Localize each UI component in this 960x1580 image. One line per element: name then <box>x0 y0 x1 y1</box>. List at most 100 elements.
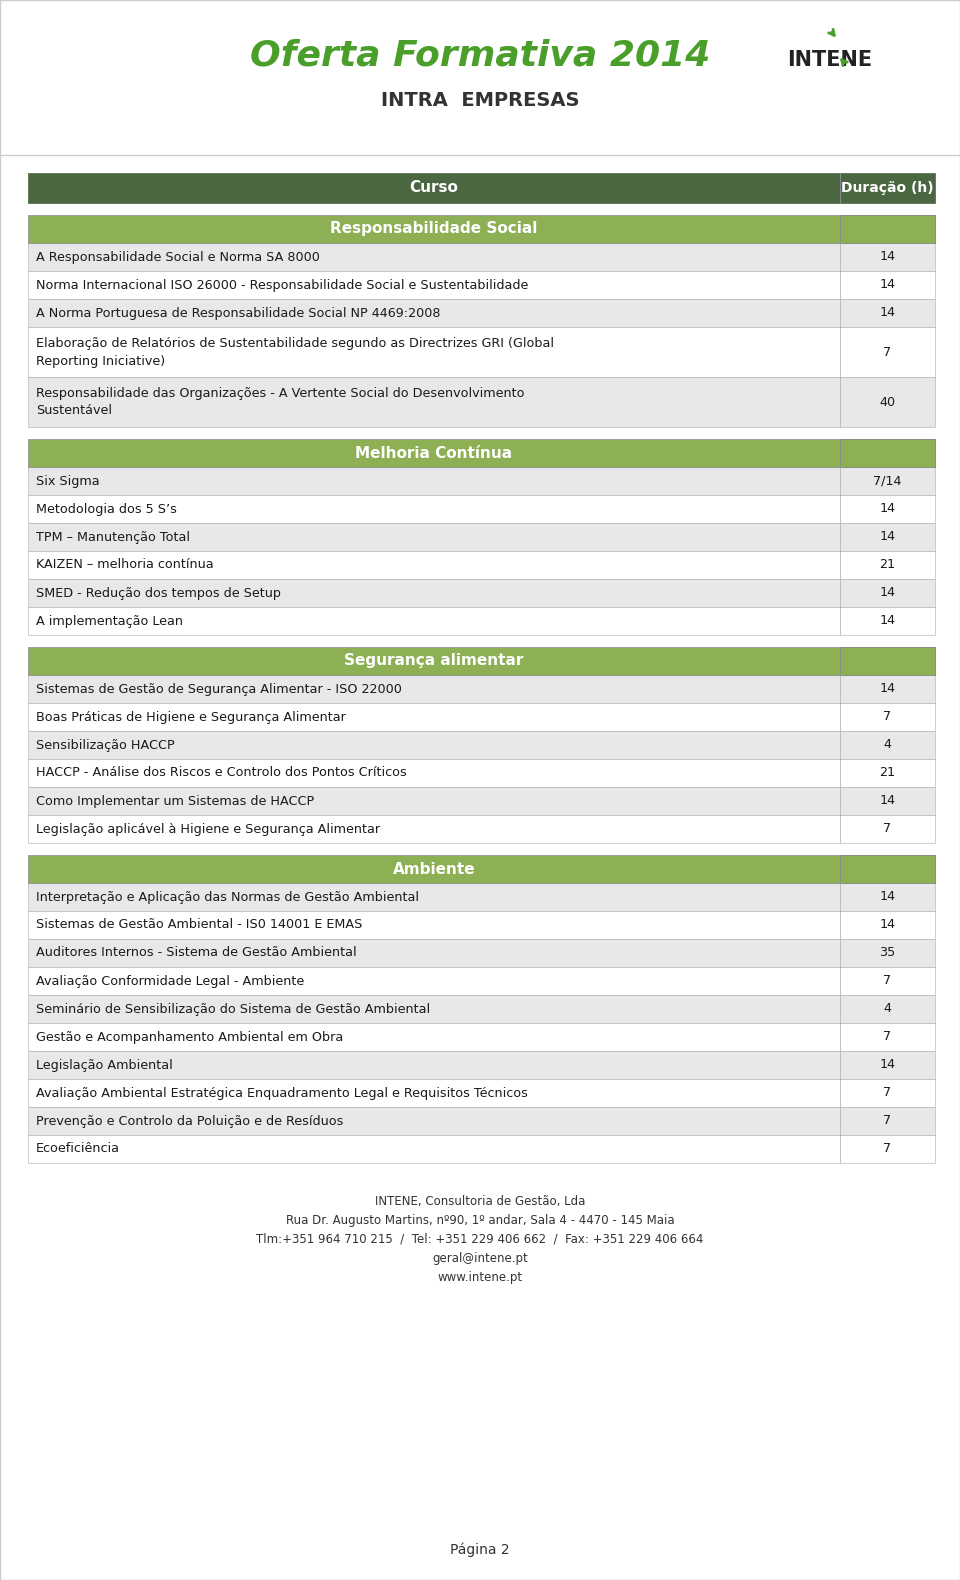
Text: 7: 7 <box>883 1087 892 1100</box>
Text: A Responsabilidade Social e Norma SA 8000: A Responsabilidade Social e Norma SA 800… <box>36 251 320 264</box>
Text: Reporting Iniciative): Reporting Iniciative) <box>36 354 165 368</box>
Bar <box>28 327 935 378</box>
Bar <box>28 378 935 427</box>
Text: Página 2: Página 2 <box>450 1542 510 1558</box>
Text: Avaliação Conformidade Legal - Ambiente: Avaliação Conformidade Legal - Ambiente <box>36 975 304 988</box>
Bar <box>28 551 935 578</box>
Text: 14: 14 <box>879 683 896 695</box>
Text: Prevenção e Controlo da Poluição e de Resíduos: Prevenção e Controlo da Poluição e de Re… <box>36 1114 344 1128</box>
Bar <box>840 439 935 468</box>
Bar <box>28 883 935 912</box>
Text: 14: 14 <box>879 278 896 291</box>
Text: 14: 14 <box>879 795 896 807</box>
Text: TPM – Manutenção Total: TPM – Manutenção Total <box>36 531 190 544</box>
Text: Sensibilização HACCP: Sensibilização HACCP <box>36 738 175 752</box>
Text: Avaliação Ambiental Estratégica Enquadramento Legal e Requisitos Técnicos: Avaliação Ambiental Estratégica Enquadra… <box>36 1087 528 1100</box>
Bar <box>28 468 935 495</box>
Bar <box>28 703 935 732</box>
Text: Tlm:+351 964 710 215  /  Tel: +351 229 406 662  /  Fax: +351 229 406 664: Tlm:+351 964 710 215 / Tel: +351 229 406… <box>256 1232 704 1247</box>
Bar <box>28 967 935 995</box>
Text: 40: 40 <box>879 395 896 409</box>
Bar <box>28 939 935 967</box>
Text: Elaboração de Relatórios de Sustentabilidade segundo as Directrizes GRI (Global: Elaboração de Relatórios de Sustentabili… <box>36 337 554 349</box>
Text: 14: 14 <box>879 531 896 544</box>
Text: Six Sigma: Six Sigma <box>36 474 100 488</box>
Text: 7: 7 <box>883 346 892 359</box>
Bar <box>840 215 935 243</box>
Text: A Norma Portuguesa de Responsabilidade Social NP 4469:2008: A Norma Portuguesa de Responsabilidade S… <box>36 307 441 319</box>
Text: Sistemas de Gestão de Segurança Alimentar - ISO 22000: Sistemas de Gestão de Segurança Alimenta… <box>36 683 402 695</box>
Text: www.intene.pt: www.intene.pt <box>438 1270 522 1285</box>
Text: 7: 7 <box>883 1114 892 1128</box>
Text: 14: 14 <box>879 615 896 627</box>
Text: Responsabilidade das Organizações - A Vertente Social do Desenvolvimento: Responsabilidade das Organizações - A Ve… <box>36 387 524 400</box>
Text: Ambiente: Ambiente <box>393 861 475 877</box>
Text: Legislação aplicável à Higiene e Segurança Alimentar: Legislação aplicável à Higiene e Seguran… <box>36 823 380 836</box>
Bar <box>28 1108 935 1134</box>
Bar <box>28 607 935 635</box>
Text: HACCP - Análise dos Riscos e Controlo dos Pontos Críticos: HACCP - Análise dos Riscos e Controlo do… <box>36 766 407 779</box>
Text: Seminário de Sensibilização do Sistema de Gestão Ambiental: Seminário de Sensibilização do Sistema d… <box>36 1002 430 1016</box>
Text: 14: 14 <box>879 891 896 904</box>
Text: 14: 14 <box>879 251 896 264</box>
Text: Legislação Ambiental: Legislação Ambiental <box>36 1059 173 1071</box>
Bar <box>0 0 960 155</box>
Bar <box>28 787 935 815</box>
Bar <box>28 215 935 243</box>
Text: Curso: Curso <box>410 180 459 196</box>
Bar <box>28 495 935 523</box>
Text: Ecoeficiência: Ecoeficiência <box>36 1142 120 1155</box>
Bar <box>28 523 935 551</box>
Text: Boas Práticas de Higiene e Segurança Alimentar: Boas Práticas de Higiene e Segurança Ali… <box>36 711 346 724</box>
Text: Auditores Internos - Sistema de Gestão Ambiental: Auditores Internos - Sistema de Gestão A… <box>36 946 356 959</box>
Text: Sistemas de Gestão Ambiental - IS0 14001 E EMAS: Sistemas de Gestão Ambiental - IS0 14001… <box>36 918 362 932</box>
Text: Norma Internacional ISO 26000 - Responsabilidade Social e Sustentabilidade: Norma Internacional ISO 26000 - Responsa… <box>36 278 528 291</box>
Bar <box>28 439 935 468</box>
Bar <box>28 272 935 299</box>
Bar <box>28 1022 935 1051</box>
Text: 14: 14 <box>879 307 896 319</box>
Text: INTENE, Consultoria de Gestão, Lda: INTENE, Consultoria de Gestão, Lda <box>374 1194 586 1209</box>
Text: INTENE: INTENE <box>787 51 873 70</box>
Text: 14: 14 <box>879 918 896 932</box>
Text: 14: 14 <box>879 1059 896 1071</box>
Text: 7/14: 7/14 <box>874 474 901 488</box>
Bar <box>28 912 935 939</box>
Text: Metodologia dos 5 S’s: Metodologia dos 5 S’s <box>36 502 177 515</box>
Bar <box>28 732 935 758</box>
Bar <box>28 243 935 272</box>
Bar <box>28 646 935 675</box>
Text: 35: 35 <box>879 946 896 959</box>
Text: Interpretação e Aplicação das Normas de Gestão Ambiental: Interpretação e Aplicação das Normas de … <box>36 891 419 904</box>
Bar <box>28 855 935 883</box>
Bar <box>28 1134 935 1163</box>
Text: 7: 7 <box>883 823 892 836</box>
Bar <box>28 1051 935 1079</box>
Text: geral@intene.pt: geral@intene.pt <box>432 1251 528 1266</box>
Text: Sustentável: Sustentável <box>36 404 112 417</box>
Bar <box>840 646 935 675</box>
Bar <box>28 1079 935 1108</box>
Text: 7: 7 <box>883 1142 892 1155</box>
Bar <box>28 815 935 844</box>
Text: 14: 14 <box>879 586 896 599</box>
Text: Responsabilidade Social: Responsabilidade Social <box>330 221 538 237</box>
Text: 21: 21 <box>879 558 896 572</box>
Bar <box>28 758 935 787</box>
Text: Oferta Formativa 2014: Oferta Formativa 2014 <box>250 38 710 73</box>
Text: 7: 7 <box>883 1030 892 1043</box>
Text: Duração (h): Duração (h) <box>841 182 934 194</box>
Text: 7: 7 <box>883 975 892 988</box>
Bar <box>28 995 935 1022</box>
Bar <box>28 578 935 607</box>
Bar <box>28 675 935 703</box>
Text: KAIZEN – melhoria contínua: KAIZEN – melhoria contínua <box>36 558 214 572</box>
Text: 21: 21 <box>879 766 896 779</box>
Text: A implementação Lean: A implementação Lean <box>36 615 183 627</box>
Text: 7: 7 <box>883 711 892 724</box>
Bar <box>840 855 935 883</box>
Text: 4: 4 <box>883 738 892 752</box>
Bar <box>28 172 935 202</box>
Text: 4: 4 <box>883 1002 892 1016</box>
Text: Como Implementar um Sistemas de HACCP: Como Implementar um Sistemas de HACCP <box>36 795 314 807</box>
